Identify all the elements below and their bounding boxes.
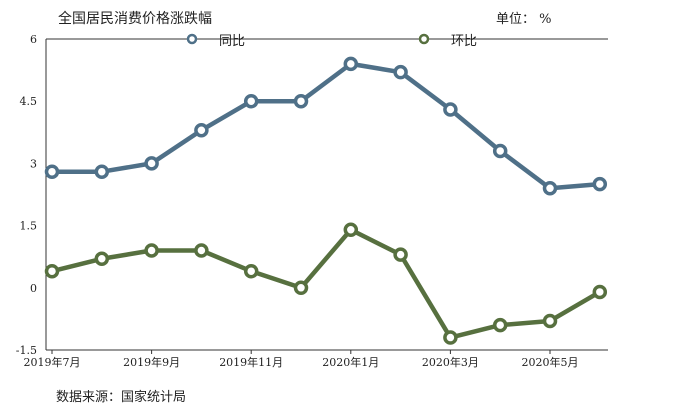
data-point xyxy=(443,102,458,117)
legend-marker xyxy=(418,33,430,45)
y-tick-label: 1.5 xyxy=(20,220,38,233)
data-point xyxy=(492,143,508,159)
y-tick-label: 0 xyxy=(30,282,37,295)
data-point xyxy=(592,284,608,300)
data-point xyxy=(393,247,408,262)
data-point xyxy=(343,56,359,72)
data-source: 数据来源：国家统计局 xyxy=(56,390,187,405)
data-point xyxy=(393,64,408,80)
series-mom xyxy=(44,222,608,345)
data-point xyxy=(592,176,608,192)
data-point xyxy=(144,156,159,171)
legend: 同比 环比 xyxy=(186,33,477,49)
y-tick-label: 3 xyxy=(30,157,37,170)
y-tick-label: -1.5 xyxy=(16,344,37,357)
data-point xyxy=(94,251,110,267)
x-tick-label: 2019年9月 xyxy=(123,355,180,369)
x-tick-label: 2020年3月 xyxy=(422,355,479,369)
data-point xyxy=(243,263,259,279)
series-line xyxy=(52,61,600,191)
series-line xyxy=(51,227,601,340)
unit-label: 单位： % xyxy=(496,12,552,27)
data-point xyxy=(44,164,60,179)
x-tick-label: 2019年7月 xyxy=(24,355,81,369)
data-point xyxy=(243,93,259,109)
chart-title: 全国居民消费价格涨跌幅 xyxy=(58,11,212,27)
data-point xyxy=(194,243,209,258)
legend-label: 同比 xyxy=(219,34,245,49)
x-tick-label: 2019年11月 xyxy=(219,355,283,369)
x-tick-label: 2020年5月 xyxy=(522,355,579,369)
legend-marker xyxy=(186,33,198,45)
series-yoy xyxy=(44,56,608,196)
data-point xyxy=(492,317,508,333)
data-point xyxy=(44,263,60,279)
y-tick-label: 4.5 xyxy=(20,95,38,108)
y-axis-labels: 6 4.5 3 1.5 0 -1.5 xyxy=(16,33,37,357)
data-point xyxy=(144,243,159,258)
data-point xyxy=(542,313,558,329)
data-point xyxy=(443,330,458,345)
data-point xyxy=(194,122,209,138)
data-point xyxy=(94,164,110,179)
chart-axes xyxy=(45,38,608,351)
data-point xyxy=(293,93,309,109)
x-axis-labels: 2019年7月 2019年9月 2019年11月 2020年1月 2020年3月 2020… xyxy=(24,350,579,369)
y-tick-label: 6 xyxy=(30,33,37,46)
line-chart: 6 4.5 3 1.5 0 -1.5 2019年7月 2019年9月 2019年11月 2020… xyxy=(16,33,608,369)
series-layer xyxy=(44,56,608,345)
data-point xyxy=(293,280,309,296)
x-tick-label: 2020年1月 xyxy=(322,355,379,369)
data-point xyxy=(343,222,359,237)
data-point xyxy=(542,181,558,196)
legend-label: 环比 xyxy=(451,34,477,49)
